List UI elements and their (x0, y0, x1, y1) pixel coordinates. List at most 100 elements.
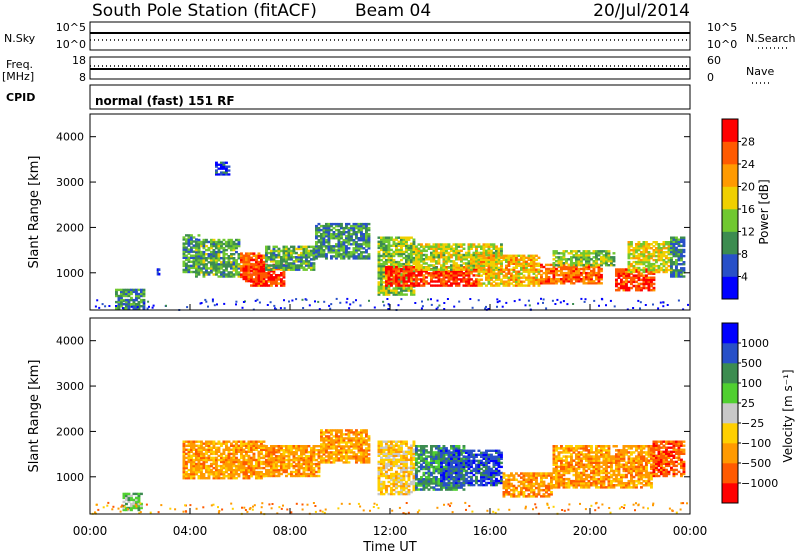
heatmap-cell (242, 460, 246, 464)
heatmap-cell (317, 300, 320, 303)
heatmap-cell (490, 284, 493, 287)
heatmap-cell (365, 226, 368, 230)
heatmap-cell (662, 245, 666, 248)
heatmap-cell (557, 269, 561, 273)
heatmap-cell (265, 453, 268, 456)
heatmap-cell (402, 282, 406, 285)
heatmap-cell (295, 266, 298, 269)
heatmap-cell (257, 440, 261, 443)
heatmap-cell (207, 248, 211, 252)
heatmap-cell (440, 280, 443, 283)
heatmap-cell (202, 259, 206, 262)
heatmap-cell (482, 251, 486, 255)
heatmap-cell (317, 239, 321, 242)
heatmap-cell (637, 276, 641, 279)
heatmap-cell (412, 240, 416, 243)
heatmap-cell (457, 258, 461, 261)
heatmap-cell (282, 272, 286, 275)
heatmap-cell (222, 265, 226, 268)
heatmap-cell (385, 236, 388, 239)
heatmap-cell (130, 288, 133, 292)
heatmap-cell (495, 268, 498, 271)
heatmap-cell (200, 473, 203, 476)
heatmap-cell (273, 304, 276, 307)
freq-unit: [MHz] (2, 70, 34, 83)
heatmap-cell (267, 474, 271, 478)
heatmap-cell (270, 470, 273, 474)
heatmap-cell (570, 282, 573, 285)
heatmap-cell (225, 267, 228, 270)
heatmap-cell (200, 448, 203, 451)
heatmap-cell (402, 280, 406, 283)
heatmap-cell (582, 276, 586, 279)
heatmap-cell (242, 454, 246, 458)
heatmap-cell (357, 431, 361, 434)
heatmap-cell (400, 462, 403, 466)
heatmap-cell (195, 240, 198, 244)
heatmap-cell (505, 276, 508, 279)
heatmap-cell (300, 449, 303, 452)
heatmap-cell (335, 243, 338, 246)
heatmap-cell (535, 254, 538, 257)
heatmap-cell (245, 262, 248, 266)
heatmap-cell (200, 269, 203, 272)
heatmap-cell (487, 280, 491, 283)
heatmap-cell (415, 280, 418, 283)
heatmap-cell (212, 261, 216, 264)
heatmap-cell (330, 235, 333, 238)
heatmap-cell (480, 260, 483, 263)
heatmap-cell (182, 466, 186, 470)
heatmap-cell (332, 459, 336, 462)
heatmap-cell (665, 266, 668, 270)
heatmap-cell (207, 466, 211, 470)
heatmap-cell (377, 448, 381, 451)
heatmap-cell (217, 446, 221, 449)
heatmap-cell (655, 243, 658, 246)
heatmap-cell (122, 508, 126, 512)
heatmap-cell (397, 474, 401, 478)
heatmap-cell (227, 255, 231, 258)
heatmap-cell (205, 456, 208, 460)
heatmap-cell (435, 249, 438, 253)
heatmap-cell (682, 267, 686, 270)
heatmap-cell (637, 241, 641, 244)
heatmap-cell (182, 442, 186, 445)
heatmap-cell (437, 255, 441, 259)
heatmap-cell (117, 296, 121, 300)
heatmap-cell (260, 444, 263, 447)
heatmap-cell (262, 460, 266, 464)
heatmap-cell (220, 470, 223, 474)
heatmap-cell (255, 464, 258, 468)
heatmap-cell (187, 248, 191, 251)
heatmap-cell (255, 477, 258, 480)
heatmap-cell (405, 277, 408, 280)
heatmap-cell (595, 271, 598, 275)
heatmap-cell (402, 472, 406, 476)
heatmap-cell (225, 165, 228, 168)
heatmap-cell (96, 299, 99, 302)
heatmap-cell (667, 249, 671, 252)
heatmap-cell (290, 462, 293, 466)
heatmap-cell (415, 282, 418, 285)
heatmap-cell (450, 276, 453, 279)
heatmap-cell (142, 290, 146, 294)
heatmap-cell (347, 457, 351, 460)
heatmap-cell (137, 294, 141, 298)
heatmap-cell (230, 267, 233, 270)
heatmap-cell (295, 468, 298, 472)
heatmap-cell (350, 239, 353, 242)
heatmap-cell (357, 455, 361, 458)
heatmap-cell (392, 478, 396, 482)
heatmap-cell (382, 300, 385, 303)
heatmap-cell (315, 257, 318, 260)
heatmap-cell (382, 480, 386, 484)
heatmap-cell (122, 494, 126, 498)
heatmap-cell (310, 268, 313, 271)
heatmap-cell (207, 448, 211, 451)
heatmap-cell (325, 447, 328, 450)
heatmap-cell (230, 448, 233, 451)
heatmap-cell (475, 284, 478, 287)
heatmap-cell (250, 444, 253, 447)
heatmap-cell (487, 253, 491, 257)
heatmap-cell (122, 288, 126, 292)
